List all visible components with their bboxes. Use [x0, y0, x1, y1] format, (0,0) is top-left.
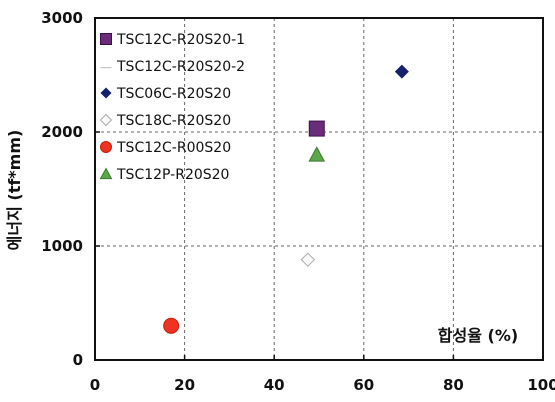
legend-label: TSC06C-R20S20: [116, 86, 231, 102]
legend-label: TSC12C-R00S20: [116, 140, 231, 156]
legend-label: TSC12C-R20S20-2: [116, 59, 245, 75]
legend-label: TSC12P-R20S20: [116, 167, 229, 183]
data-point-tsc12c-r20s20-1: [308, 120, 325, 137]
data-points: [163, 64, 409, 334]
data-point-tsc12c-r00s20: [163, 317, 180, 334]
axes: [94, 17, 544, 361]
legend-marker: [100, 33, 112, 45]
x-tick-label: 0: [90, 376, 100, 394]
x-tick-label: 60: [353, 376, 374, 394]
data-point-tsc06c-r20s20: [394, 64, 409, 79]
legend-marker: [100, 87, 112, 99]
legend-marker: [99, 167, 113, 180]
x-axis-label: 합성율 (%): [438, 326, 518, 345]
legend-label: TSC18C-R20S20: [116, 113, 231, 129]
legend-label: TSC12C-R20S20-1: [116, 32, 245, 48]
x-tick-label: 20: [174, 376, 195, 394]
legend-marker: [100, 141, 112, 153]
y-tick-label: 2000: [41, 123, 83, 141]
y-tick-label: 1000: [41, 237, 83, 255]
data-point-tsc12p-r20s20: [308, 146, 326, 162]
legend-marker: [99, 113, 113, 127]
x-tick-label: 80: [443, 376, 464, 394]
y-axis-label: 에너지 (tf*mm): [5, 130, 24, 251]
y-tick-label: 3000: [41, 9, 83, 27]
data-point-tsc18c-r20s20: [300, 252, 316, 267]
x-tick-label: 40: [264, 376, 285, 394]
legend: TSC12C-R20S20-1 TSC12C-R20S20-2 TSC06C-R20…: [99, 32, 245, 183]
plot-frame: [94, 17, 544, 361]
x-tick-label: 100: [527, 376, 555, 394]
y-tick-label: 0: [73, 351, 83, 369]
